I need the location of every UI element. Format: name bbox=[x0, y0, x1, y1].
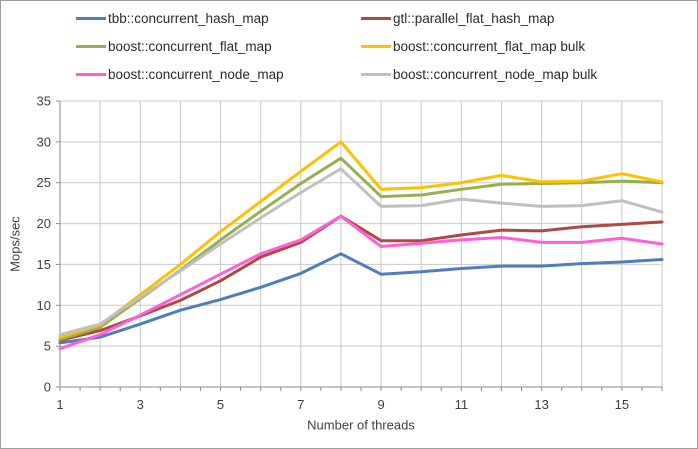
y-tick-label: 5 bbox=[44, 339, 51, 354]
line-tbb-concurrent-hash-map bbox=[58, 252, 664, 345]
y-tick-label: 25 bbox=[37, 175, 51, 190]
line-gtl-parallel-flat-hash-map bbox=[58, 214, 664, 342]
legend-item: boost::concurrent_node_map bbox=[76, 67, 361, 82]
x-tick-label: 7 bbox=[297, 397, 304, 412]
y-tick-label: 30 bbox=[37, 134, 51, 149]
y-tick-label: 35 bbox=[37, 94, 51, 109]
legend-label: boost::concurrent_node_map bulk bbox=[393, 67, 598, 82]
x-tick-label: 15 bbox=[615, 397, 629, 412]
y-axis-title: Mops/sec bbox=[7, 216, 23, 272]
x-tick-label: 1 bbox=[56, 397, 63, 412]
x-tick-label: 9 bbox=[377, 397, 384, 412]
legend-line-swatch-icon bbox=[361, 16, 391, 21]
legend-line-swatch-icon bbox=[76, 16, 106, 21]
legend-line-swatch-icon bbox=[361, 44, 391, 49]
line-boost-concurrent-flat-map-bulk bbox=[58, 140, 664, 339]
gridlines bbox=[60, 100, 663, 387]
legend-line-swatch-icon bbox=[76, 44, 106, 49]
y-tick-label: 15 bbox=[37, 257, 51, 272]
legend-label: boost::concurrent_flat_map bbox=[108, 39, 272, 54]
x-tick-label: 13 bbox=[534, 397, 548, 412]
legend-label: tbb::concurrent_hash_map bbox=[108, 11, 269, 26]
x-axis-title: Number of threads bbox=[307, 417, 415, 433]
x-tick-label: 5 bbox=[217, 397, 224, 412]
legend-line-swatch-icon bbox=[76, 72, 106, 77]
legend-item: tbb::concurrent_hash_map bbox=[76, 11, 361, 26]
x-tick-label: 11 bbox=[455, 397, 469, 412]
legend-label: gtl::parallel_flat_hash_map bbox=[393, 11, 555, 26]
legend-item: boost::concurrent_flat_map bbox=[76, 39, 361, 54]
y-tick-label: 0 bbox=[44, 380, 51, 395]
legend-item: gtl::parallel_flat_hash_map bbox=[361, 11, 597, 26]
legend-item: boost::concurrent_flat_map bulk bbox=[361, 39, 597, 54]
x-tick-label: 3 bbox=[137, 397, 144, 412]
y-tick-label: 10 bbox=[37, 298, 51, 313]
line-boost-concurrent-node-map-bulk bbox=[58, 167, 664, 337]
legend-label: boost::concurrent_flat_map bulk bbox=[393, 39, 586, 54]
line-boost-concurrent-node-map bbox=[58, 214, 664, 351]
y-tick-label: 20 bbox=[37, 216, 51, 231]
axes bbox=[56, 100, 663, 391]
legend-label: boost::concurrent_node_map bbox=[108, 67, 284, 82]
legend-item: boost::concurrent_node_map bulk bbox=[361, 67, 597, 82]
series-lines bbox=[58, 140, 664, 351]
legend-line-swatch-icon bbox=[361, 72, 391, 77]
legend: tbb::concurrent_hash_map gtl::parallel_fl… bbox=[76, 11, 597, 82]
